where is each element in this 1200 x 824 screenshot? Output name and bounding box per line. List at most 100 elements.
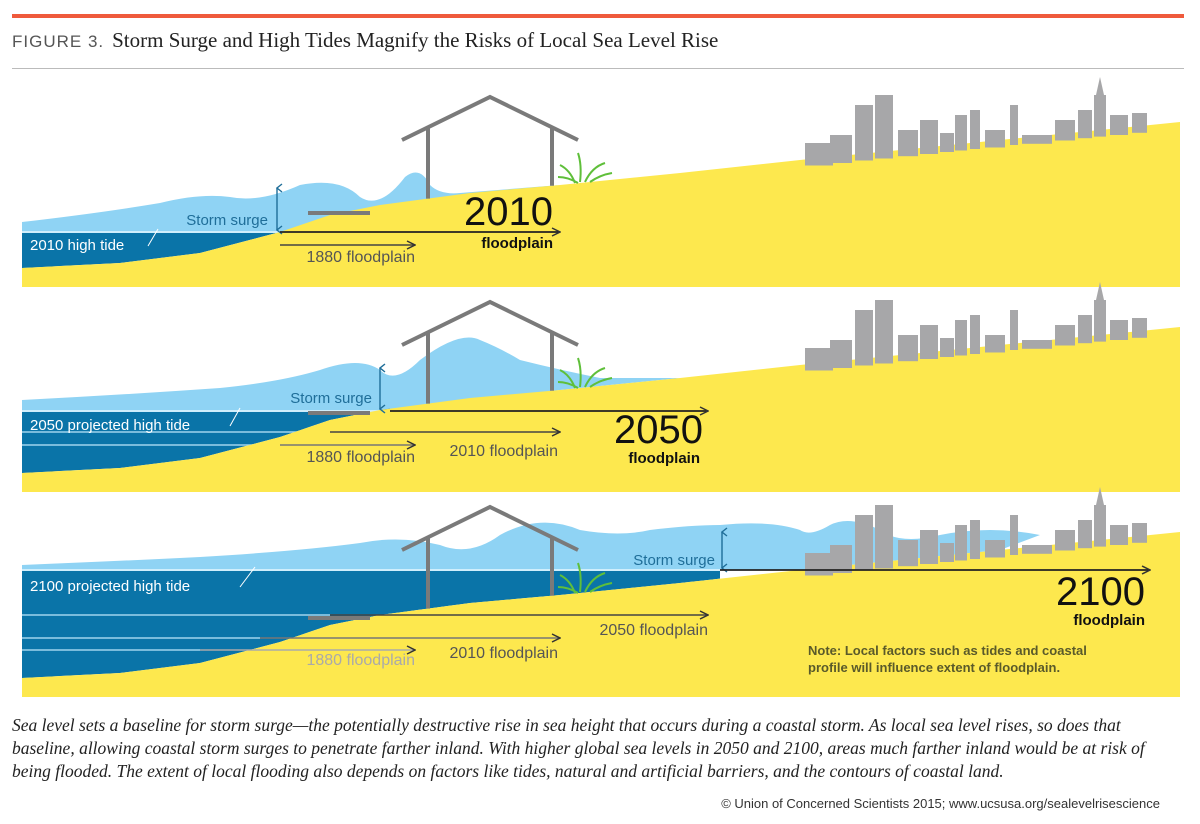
building: [1110, 525, 1128, 545]
grass-blade: [577, 152, 582, 183]
storm-surge-water: [22, 521, 1040, 570]
label-leader: [239, 566, 256, 588]
city-skyline-icon: [805, 77, 1147, 166]
grass-blade: [557, 586, 579, 594]
building: [985, 540, 1005, 558]
grass-blade: [584, 572, 606, 593]
high-tide-water: [22, 570, 720, 678]
house-roof: [401, 504, 579, 552]
floodplain-label: 1880 floodplain: [306, 449, 415, 466]
house-icon: [401, 94, 579, 199]
dock: [308, 211, 370, 215]
credit: © Union of Concerned Scientists 2015; ww…: [721, 796, 1160, 811]
building: [1094, 300, 1106, 342]
city-skyline-icon: [805, 282, 1147, 371]
house-icon: [401, 299, 579, 404]
building: [855, 105, 873, 161]
building: [1110, 320, 1128, 340]
building: [970, 110, 980, 149]
building: [1132, 523, 1147, 543]
floodplain-year: 2100: [1056, 570, 1145, 614]
panel-2100: Storm surge 2100 projected high tide 1880 …: [22, 487, 1180, 697]
city-skyline-icon: [805, 487, 1147, 576]
grass-blade: [589, 172, 613, 183]
house-roof: [401, 94, 579, 142]
spire: [1096, 77, 1104, 95]
building: [1078, 315, 1092, 344]
label-leader: [229, 407, 241, 427]
building: [830, 340, 852, 368]
land: [22, 327, 1180, 492]
grass-blade: [557, 176, 579, 184]
dock: [308, 616, 370, 620]
building: [920, 325, 938, 359]
building: [855, 515, 873, 571]
building: [985, 130, 1005, 148]
label-leader: [147, 228, 159, 247]
grass-blade: [557, 381, 579, 389]
house-icon: [401, 504, 579, 609]
building: [898, 540, 918, 567]
building: [955, 320, 967, 356]
building: [1022, 340, 1052, 349]
figure-title-text: Storm Surge and High Tides Magnify the R…: [112, 28, 719, 52]
building: [898, 130, 918, 157]
floodplain-label: 1880 floodplain: [306, 249, 415, 266]
storm-surge-water: [22, 337, 680, 411]
building: [955, 115, 967, 151]
note-text: Note: Local factors such as tides and co…: [808, 643, 1087, 658]
building: [1010, 515, 1018, 555]
high-tide-water: [22, 408, 390, 473]
dock: [308, 411, 370, 415]
accent-bar: [12, 14, 1184, 18]
house-roof: [401, 299, 579, 347]
building: [805, 348, 833, 371]
building: [1055, 325, 1075, 346]
building: [955, 525, 967, 561]
building: [1078, 520, 1092, 549]
building: [1078, 110, 1092, 139]
grass-icon: [557, 357, 613, 389]
building: [1010, 310, 1018, 350]
figure-title: FIGURE 3. Storm Surge and High Tides Magn…: [12, 28, 718, 53]
storm-surge-label: Storm surge: [186, 212, 268, 229]
grass-blade: [584, 162, 606, 183]
building: [898, 335, 918, 362]
floodplain-label: floodplain: [481, 235, 553, 252]
grass-blade: [589, 377, 613, 388]
building: [920, 120, 938, 154]
figure-label: FIGURE 3.: [12, 32, 105, 51]
grass-blade: [589, 582, 613, 593]
building: [1110, 115, 1128, 135]
building: [1094, 95, 1106, 137]
grass-icon: [557, 152, 613, 184]
floodplain-label: floodplain: [628, 450, 700, 467]
grass-blade: [584, 367, 606, 388]
building: [805, 143, 833, 166]
high-tide-label: 2100 projected high tide: [30, 578, 190, 595]
building: [875, 300, 893, 364]
floodplain-label: 2010 floodplain: [449, 443, 558, 460]
building: [830, 545, 852, 573]
building: [1094, 505, 1106, 547]
building: [1132, 113, 1147, 133]
divider: [12, 68, 1184, 69]
building: [920, 530, 938, 564]
building: [970, 315, 980, 354]
high-tide-label: 2050 projected high tide: [30, 417, 190, 434]
building: [940, 338, 954, 357]
caption: Sea level sets a baseline for storm surg…: [12, 715, 1145, 781]
building: [985, 335, 1005, 353]
building: [1055, 120, 1075, 141]
building: [940, 543, 954, 562]
storm-surge-water: [22, 172, 560, 232]
building: [1022, 545, 1052, 554]
floodplain-label: 2010 floodplain: [449, 645, 558, 662]
spire: [1096, 487, 1104, 505]
building: [1022, 135, 1052, 144]
floodplain-label: 1880 floodplain: [306, 652, 415, 669]
building: [875, 505, 893, 569]
floodplain-label: 2050 floodplain: [599, 622, 708, 639]
grass-blade: [577, 562, 582, 593]
building: [875, 95, 893, 159]
